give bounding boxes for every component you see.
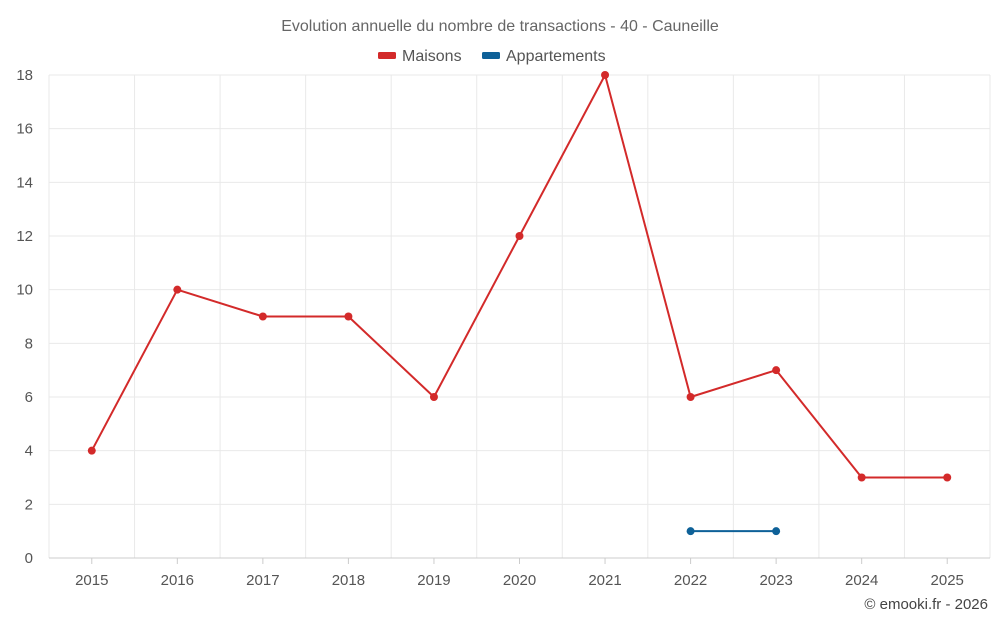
data-point-maisons[interactable] bbox=[857, 473, 866, 482]
data-point-maisons[interactable] bbox=[686, 393, 695, 401]
data-point-maisons[interactable] bbox=[515, 232, 524, 240]
legend-swatch bbox=[378, 52, 396, 59]
y-tick-label: 18 bbox=[16, 67, 33, 84]
data-point-maisons[interactable] bbox=[943, 473, 952, 482]
x-tick-label: 2016 bbox=[161, 572, 194, 589]
legend-item-appartements[interactable]: Appartements bbox=[482, 48, 606, 65]
legend: Maisons Appartements bbox=[378, 48, 606, 65]
y-tick-label: 14 bbox=[16, 174, 33, 191]
chart-title: Evolution annuelle du nombre de transact… bbox=[281, 18, 719, 35]
x-tick-label: 2019 bbox=[417, 572, 450, 589]
x-tick-label: 2023 bbox=[759, 572, 792, 589]
x-tick-label: 2017 bbox=[246, 572, 279, 589]
y-gridlines bbox=[49, 74, 990, 505]
y-tick-label: 8 bbox=[25, 335, 33, 352]
y-tick-label: 6 bbox=[25, 389, 33, 406]
data-point-maisons[interactable] bbox=[344, 312, 353, 321]
x-tick-label: 2024 bbox=[845, 572, 878, 589]
legend-label: Maisons bbox=[402, 48, 462, 65]
x-tick-label: 2025 bbox=[931, 572, 964, 589]
data-point-maisons[interactable] bbox=[173, 285, 182, 294]
data-point-appartements[interactable] bbox=[772, 527, 781, 536]
legend-label: Appartements bbox=[506, 48, 606, 65]
x-gridlines bbox=[48, 75, 991, 558]
y-tick-label: 2 bbox=[25, 496, 33, 513]
data-point-maisons[interactable] bbox=[601, 71, 610, 79]
y-tick-label: 0 bbox=[25, 550, 33, 567]
y-tick-label: 10 bbox=[16, 282, 33, 299]
data-point-maisons[interactable] bbox=[87, 446, 96, 455]
y-tick-label: 4 bbox=[25, 443, 33, 460]
data-point-maisons[interactable] bbox=[772, 366, 781, 375]
x-tick-label: 2021 bbox=[588, 572, 621, 589]
x-tick-label: 2022 bbox=[674, 572, 707, 589]
series-layer bbox=[87, 71, 952, 536]
x-axis-ticks: 2015 2016 2017 2018 2019 2020 2021 2022 2023 2024… bbox=[75, 558, 964, 589]
x-tick-label: 2020 bbox=[503, 572, 536, 589]
y-tick-label: 12 bbox=[16, 228, 33, 245]
credit-text: © emooki.fr - 2026 bbox=[864, 596, 988, 613]
data-point-maisons[interactable] bbox=[258, 312, 267, 321]
legend-item-maisons[interactable]: Maisons bbox=[378, 48, 462, 65]
data-point-maisons[interactable] bbox=[429, 393, 438, 401]
data-point-appartements[interactable] bbox=[686, 527, 695, 536]
x-tick-label: 2018 bbox=[332, 572, 365, 589]
y-tick-label: 16 bbox=[16, 121, 33, 138]
legend-swatch bbox=[482, 52, 500, 59]
x-tick-label: 2015 bbox=[75, 572, 108, 589]
y-axis-ticks: 0 2 4 6 8 10 12 14 16 18 bbox=[16, 67, 33, 567]
